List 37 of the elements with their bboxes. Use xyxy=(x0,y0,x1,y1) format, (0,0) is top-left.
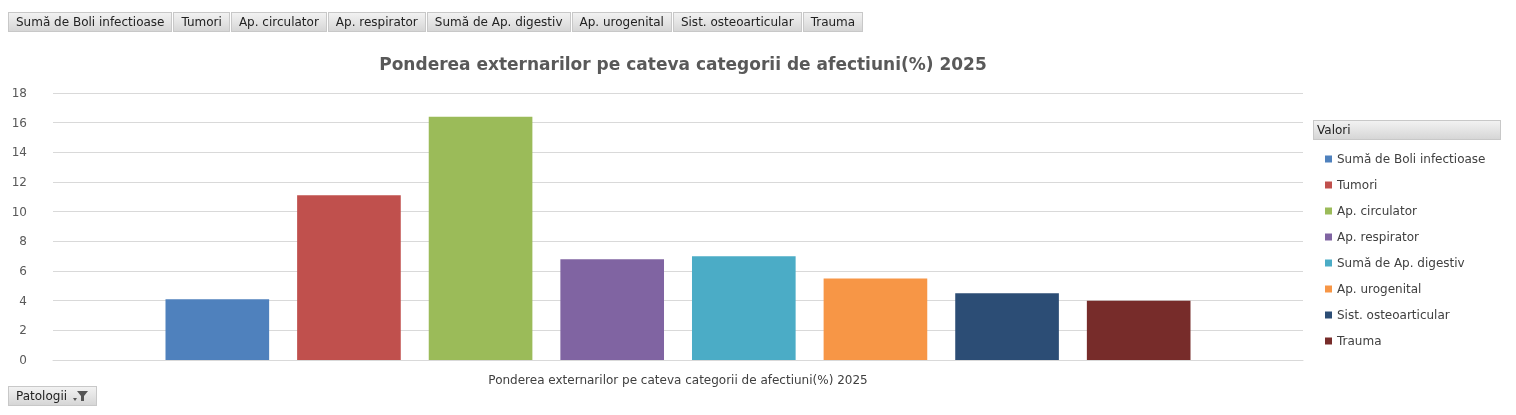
y-tick-label: 12 xyxy=(11,175,27,189)
text: Ap. circulator xyxy=(230,12,327,32)
chart-title: Ponderea externarilor pe cateva categorii de afectiuni(%) 2025 xyxy=(379,53,987,74)
text: Ap. urogenital xyxy=(571,12,672,32)
legend-label: Trauma xyxy=(1336,334,1382,348)
bar xyxy=(297,195,401,360)
text: Tumori xyxy=(173,12,230,32)
y-tick-label: 16 xyxy=(11,115,27,130)
bar xyxy=(823,278,928,360)
y-tick-label: 10 xyxy=(11,204,27,219)
y-tick-label: 18 xyxy=(11,86,27,100)
bar xyxy=(1086,300,1191,360)
bar xyxy=(560,259,665,360)
y-tick-label: 14 xyxy=(11,145,27,160)
bar xyxy=(955,293,1059,360)
bar xyxy=(428,116,533,360)
bar xyxy=(165,299,270,360)
y-tick-label: 2 xyxy=(19,323,27,338)
legend-label: Ap. urogenital xyxy=(1337,282,1422,296)
text: Sist. osteoarticular xyxy=(672,12,802,32)
legend-label: Ap. respirator xyxy=(1337,230,1420,244)
y-tick-label: 6 xyxy=(19,264,27,278)
legend-title: Valori xyxy=(1313,120,1501,140)
y-tick-label: 8 xyxy=(19,234,27,249)
legend-label: Sist. osteoarticular xyxy=(1337,308,1450,322)
y-tick-label: 4 xyxy=(19,293,27,308)
text: Patologii xyxy=(16,389,68,403)
legend-label: Sumă de Boli infectioase xyxy=(1337,152,1486,166)
legend-label: Tumori xyxy=(1336,178,1378,192)
text: Sumă de Boli infectioase xyxy=(8,12,173,32)
text: Trauma xyxy=(802,12,864,32)
y-tick-label: 0 xyxy=(19,353,27,367)
text: Sumă de Ap. digestiv xyxy=(426,12,571,32)
text: Ap. respirator xyxy=(327,12,426,32)
bar xyxy=(691,256,796,360)
legend-label: Sumă de Ap. digestiv xyxy=(1337,256,1465,270)
legend-label: Ap. circulator xyxy=(1337,204,1417,218)
